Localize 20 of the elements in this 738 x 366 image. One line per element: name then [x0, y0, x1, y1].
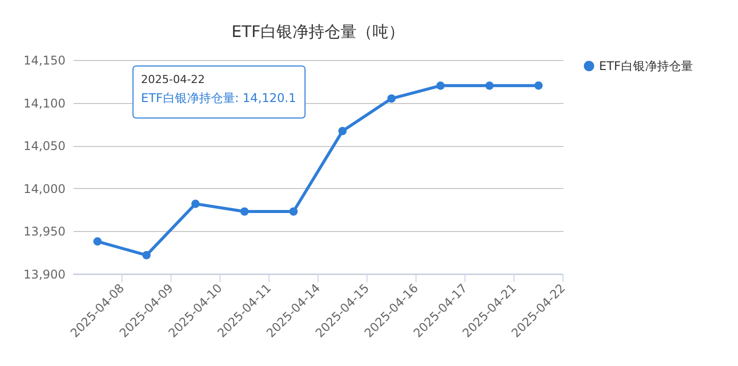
point [191, 200, 200, 208]
point [436, 82, 445, 90]
annotation: ETF白银净持仓量: 14,120.1 [141, 91, 296, 105]
point [485, 82, 494, 90]
point [93, 237, 102, 246]
point [387, 94, 396, 103]
point [142, 250, 151, 260]
legend-label: ETF白银净持仓量 [599, 59, 693, 73]
y-tick-label: 14,100 [24, 96, 66, 110]
y-tick-label: 13,900 [24, 268, 66, 282]
point [289, 207, 298, 216]
point [240, 207, 249, 216]
y-tick-label: 14,150 [24, 54, 66, 68]
point [338, 126, 347, 136]
annotation: 2025-04-22 [141, 73, 205, 86]
chart-title: ETF白银净持仓量（吨） [231, 22, 405, 41]
y-tick-label: 14,000 [24, 182, 66, 196]
y-tick-label: 14,050 [24, 139, 66, 154]
point [534, 81, 543, 90]
y-tick-label: 13,950 [24, 224, 66, 239]
